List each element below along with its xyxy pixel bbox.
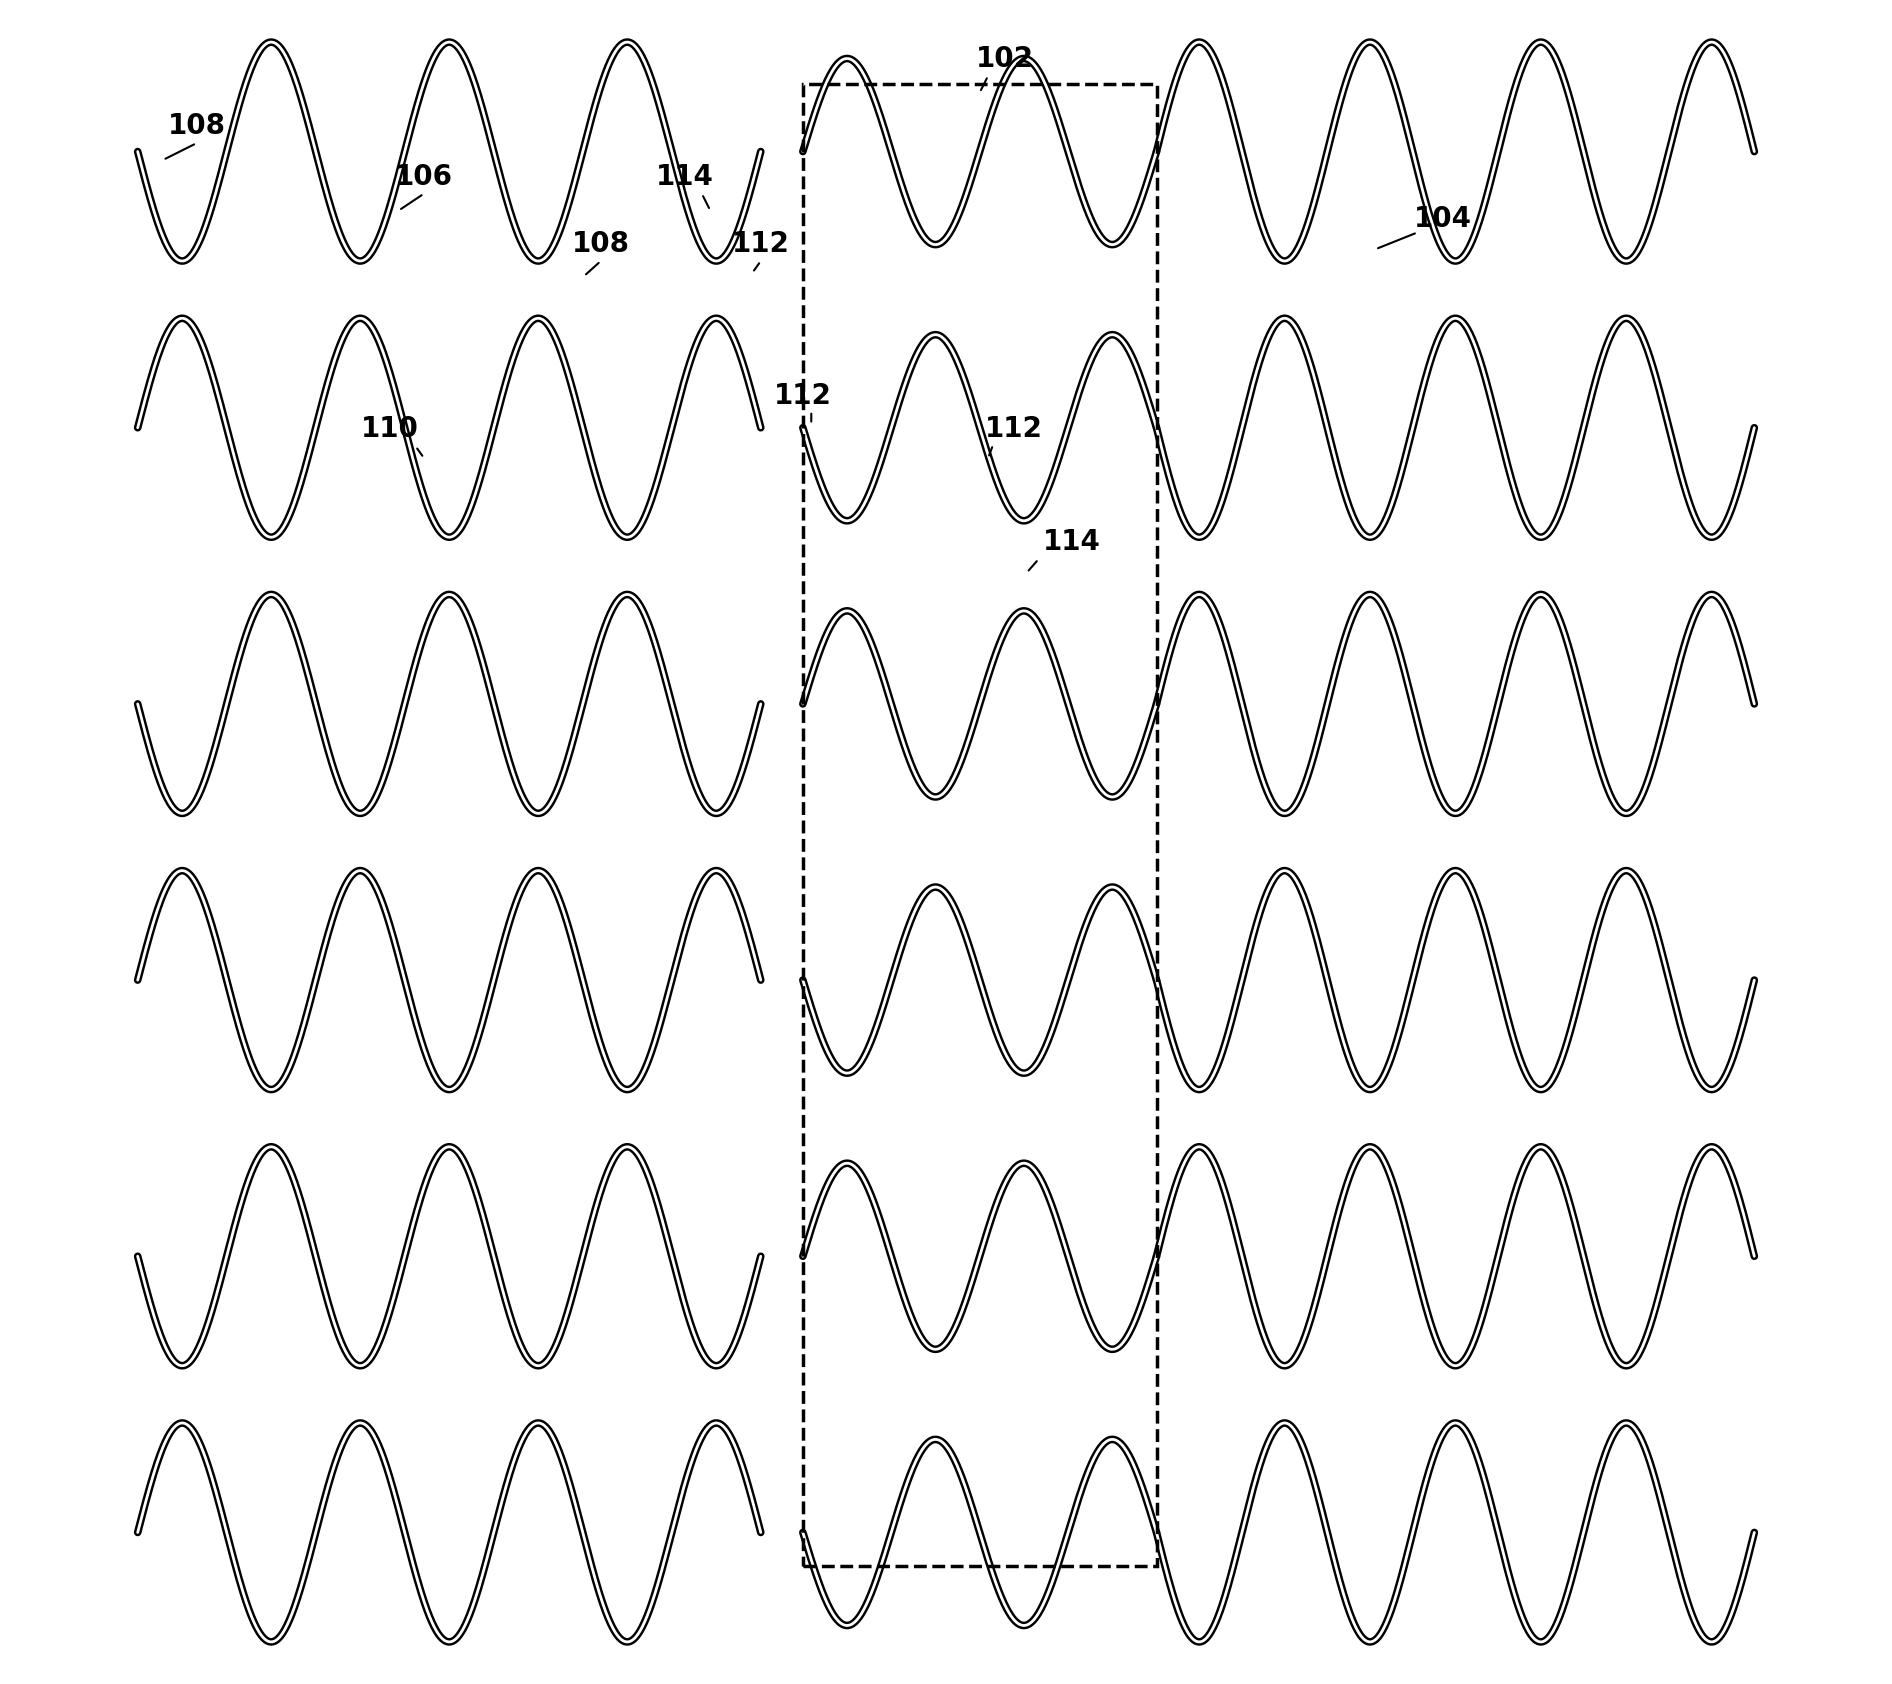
Text: 108: 108 <box>168 113 225 140</box>
Text: 112: 112 <box>774 382 832 409</box>
Text: 102: 102 <box>976 45 1033 72</box>
Text: 106: 106 <box>395 163 452 190</box>
Text: 112: 112 <box>984 416 1042 443</box>
Bar <box>802 84 1156 1566</box>
Text: 114: 114 <box>657 163 713 190</box>
Text: 104: 104 <box>1413 205 1472 232</box>
Text: 114: 114 <box>1042 529 1101 556</box>
Text: 110: 110 <box>361 416 420 443</box>
Text: 108: 108 <box>571 231 630 258</box>
Text: 112: 112 <box>732 231 789 258</box>
